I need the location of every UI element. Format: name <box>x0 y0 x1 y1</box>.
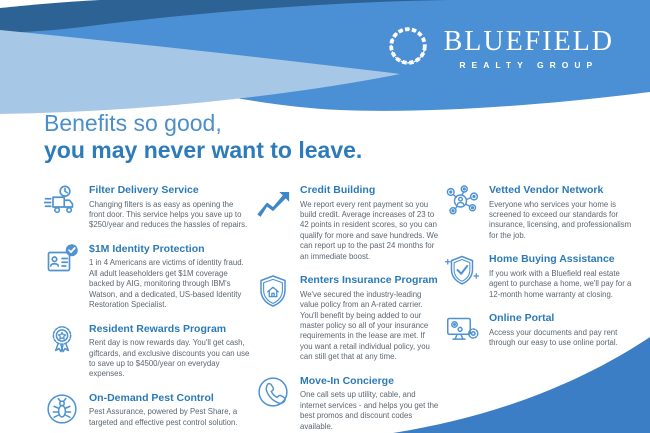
benefit-title: Vetted Vendor Network <box>489 184 604 196</box>
benefit-item-identity-protection: $1M Identity Protection 1 in 4 Americans… <box>44 242 250 311</box>
benefits-column-2: Credit Building We report every rent pay… <box>255 183 439 433</box>
benefits-grid: Filter Delivery Service Changing filters… <box>44 183 636 433</box>
benefit-title: Move-In Concierge <box>300 374 394 387</box>
page-title-line2: you may never want to leave. <box>44 136 363 163</box>
benefit-description: If you work with a Bluefield real estate… <box>489 268 632 299</box>
award-ribbon-icon <box>44 322 80 380</box>
shield-check-icon <box>444 252 480 300</box>
delivery-truck-icon <box>44 183 80 231</box>
benefit-item-renters-insurance: Renters Insurance Program We've secured … <box>255 273 439 363</box>
benefit-description: 1 in 4 Americans are victims of identity… <box>89 258 244 310</box>
shield-house-icon <box>255 273 291 363</box>
benefit-item-vendor-network: Vetted Vendor Network Everyone who servi… <box>444 183 636 241</box>
benefits-column-1: Filter Delivery Service Changing filters… <box>44 183 250 433</box>
benefit-description: We report every rent payment so you buil… <box>300 199 439 261</box>
benefit-description: Changing filters is as easy as opening t… <box>89 199 248 230</box>
page-title: Benefits so good, you may never want to … <box>44 110 362 164</box>
benefit-description: Everyone who services your home is scree… <box>489 199 632 240</box>
benefit-title: Home Buying Assistance <box>489 253 615 266</box>
top-band-shape <box>0 0 650 111</box>
top-dark-wave-shape <box>0 0 448 33</box>
benefit-title: Filter Delivery Service <box>89 184 199 196</box>
benefit-description: Rent day is now rewards day. You'll get … <box>89 338 250 379</box>
online-portal-monitor-icon <box>444 311 480 348</box>
bottom-wave-shape <box>393 337 650 433</box>
benefit-title: $1M Identity Protection <box>89 242 205 255</box>
brand-logo: BLUEFIELD REALTY GROUP <box>384 22 614 75</box>
wreath-circle-icon <box>384 22 432 75</box>
top-left-white-sliver <box>0 0 100 8</box>
benefit-item-credit-building: Credit Building We report every rent pay… <box>255 183 439 262</box>
benefit-description: One call sets up utility, cable, and int… <box>300 390 439 431</box>
benefit-item-move-in-concierge: Move-In Concierge One call sets up utili… <box>255 374 439 432</box>
benefit-title: Renters Insurance Program <box>300 274 438 287</box>
benefit-item-online-portal: Online Portal Access your documents and … <box>444 311 636 348</box>
benefit-title: On-Demand Pest Control <box>89 391 214 404</box>
benefit-description: Pest Assurance, powered by Pest Share, a… <box>89 407 238 427</box>
brand-wordmark: BLUEFIELD REALTY GROUP <box>443 25 614 70</box>
brand-name: BLUEFIELD <box>443 25 614 57</box>
vendor-network-icon <box>444 183 480 241</box>
page-title-line1: Benefits so good, <box>44 110 222 136</box>
benefit-item-home-buying: Home Buying Assistance If you work with … <box>444 252 636 300</box>
benefit-title: Resident Rewards Program <box>89 322 227 335</box>
phone-circle-icon <box>255 374 291 432</box>
benefit-title: Credit Building <box>300 184 376 196</box>
benefit-description: Access your documents and pay rent throu… <box>489 327 618 348</box>
benefit-description: We've secured the industry-leading value… <box>300 289 430 362</box>
id-card-check-icon <box>44 242 80 311</box>
benefit-item-filter-delivery: Filter Delivery Service Changing filters… <box>44 183 250 231</box>
benefit-item-resident-rewards: Resident Rewards Program Rent day is now… <box>44 322 250 380</box>
pest-bug-icon <box>44 391 80 428</box>
benefit-title: Online Portal <box>489 312 555 325</box>
trending-up-arrow-icon <box>255 183 291 262</box>
top-light-wave-shape <box>0 30 400 114</box>
benefit-item-pest-control: On-Demand Pest Control Pest Assurance, p… <box>44 391 250 428</box>
benefits-column-3: Vetted Vendor Network Everyone who servi… <box>444 183 636 433</box>
brand-tagline: REALTY GROUP <box>459 59 599 70</box>
